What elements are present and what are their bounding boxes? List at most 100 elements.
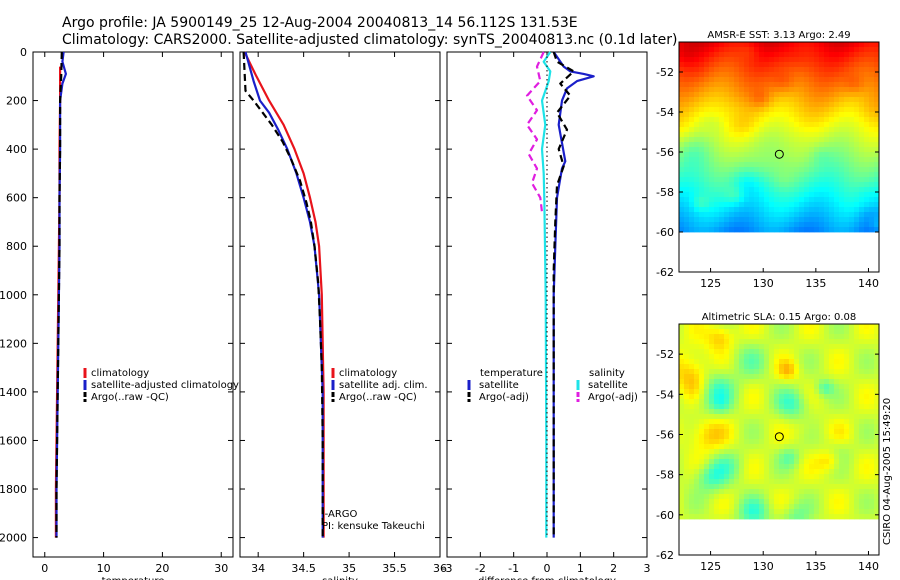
heatmap-cell	[829, 339, 835, 345]
heatmap-cell	[739, 449, 745, 455]
series-line-salinity-argo-adj-	[525, 51, 545, 213]
heatmap-cell	[834, 439, 840, 445]
heatmap-cell	[824, 52, 830, 58]
heatmap-cell	[759, 359, 765, 365]
heatmap-cell	[789, 344, 795, 350]
heatmap-cell	[749, 112, 755, 118]
heatmap-cell	[699, 329, 705, 335]
heatmap-cell	[744, 364, 750, 370]
heatmap-cell	[809, 222, 815, 228]
heatmap-cell	[709, 82, 715, 88]
heatmap-cell	[714, 454, 720, 460]
heatmap-cell	[749, 494, 755, 500]
heatmap-cell	[814, 62, 820, 68]
heatmap-cell	[694, 414, 700, 420]
y-tick-label: 800	[6, 240, 27, 253]
heatmap-cell	[689, 464, 695, 470]
heatmap-cell	[834, 47, 840, 53]
heatmap-cell	[849, 339, 855, 345]
heatmap-cell	[829, 454, 835, 460]
heatmap-cell	[794, 77, 800, 83]
heatmap-cell	[854, 197, 860, 203]
heatmap-cell	[804, 429, 810, 435]
heatmap-cell	[809, 509, 815, 515]
heatmap-cell	[874, 47, 880, 53]
heatmap-cell	[734, 92, 740, 98]
heatmap-cell	[874, 459, 880, 465]
heatmap-cell	[759, 494, 765, 500]
heatmap-cell	[719, 142, 725, 148]
heatmap-cell	[854, 464, 860, 470]
heatmap-cell	[859, 72, 865, 78]
heatmap-cell	[724, 162, 730, 168]
x-tick-label: 10	[97, 562, 111, 575]
heatmap-cell	[709, 87, 715, 93]
heatmap-cell	[699, 414, 705, 420]
heatmap-cell	[804, 409, 810, 415]
heatmap-cell	[849, 409, 855, 415]
heatmap-cell	[704, 47, 710, 53]
heatmap-cell	[759, 97, 765, 103]
heatmap-cell	[794, 182, 800, 188]
heatmap-cell	[839, 504, 845, 510]
heatmap-cell	[754, 454, 760, 460]
heatmap-cell	[779, 182, 785, 188]
heatmap-cell	[729, 399, 735, 405]
heatmap-cell	[864, 434, 870, 440]
heatmap-cell	[729, 62, 735, 68]
heatmap-cell	[784, 147, 790, 153]
heatmap-cell	[709, 107, 715, 113]
heatmap-cell	[734, 384, 740, 390]
heatmap-cell	[704, 87, 710, 93]
heatmap-cell	[779, 222, 785, 228]
heatmap-cell	[869, 197, 875, 203]
heatmap-cell	[849, 202, 855, 208]
heatmap-cell	[749, 419, 755, 425]
heatmap-cell	[774, 117, 780, 123]
heatmap-cell	[849, 197, 855, 203]
heatmap-cell	[864, 374, 870, 380]
heatmap-cell	[699, 132, 705, 138]
heatmap-cell	[799, 127, 805, 133]
heatmap-cell	[764, 47, 770, 53]
heatmap-cell	[839, 107, 845, 113]
heatmap-cell	[759, 474, 765, 480]
y-tick-label: 1200	[0, 337, 27, 350]
heatmap-cell	[764, 454, 770, 460]
heatmap-cell	[744, 359, 750, 365]
heatmap-cell	[739, 374, 745, 380]
heatmap-cell	[784, 217, 790, 223]
heatmap-cell	[799, 359, 805, 365]
heatmap-cell	[684, 117, 690, 123]
heatmap-cell	[824, 504, 830, 510]
heatmap-cell	[854, 187, 860, 193]
heatmap-cell	[694, 72, 700, 78]
heatmap-cell	[694, 222, 700, 228]
heatmap-cell	[794, 162, 800, 168]
heatmap-cell	[774, 102, 780, 108]
heatmap-cell	[694, 344, 700, 350]
heatmap-cell	[734, 454, 740, 460]
heatmap-cell	[784, 364, 790, 370]
heatmap-cell	[719, 354, 725, 360]
heatmap-cell	[719, 152, 725, 158]
heatmap-cell	[824, 137, 830, 143]
heatmap-cell	[799, 394, 805, 400]
heatmap-cell	[834, 127, 840, 133]
x-tick-label: 30	[214, 562, 228, 575]
heatmap-cell	[849, 207, 855, 213]
heatmap-cell	[744, 42, 750, 48]
legend-label: climatology	[91, 368, 149, 379]
heatmap-cell	[759, 354, 765, 360]
heatmap-cell	[789, 52, 795, 58]
heatmap-cell	[779, 102, 785, 108]
heatmap-cell	[869, 359, 875, 365]
heatmap-cell	[824, 172, 830, 178]
heatmap-cell	[704, 334, 710, 340]
heatmap-cell	[859, 329, 865, 335]
heatmap-cell	[814, 122, 820, 128]
heatmap-cell	[814, 384, 820, 390]
heatmap-cell	[754, 374, 760, 380]
heatmap-cell	[834, 424, 840, 430]
heatmap-cell	[729, 207, 735, 213]
